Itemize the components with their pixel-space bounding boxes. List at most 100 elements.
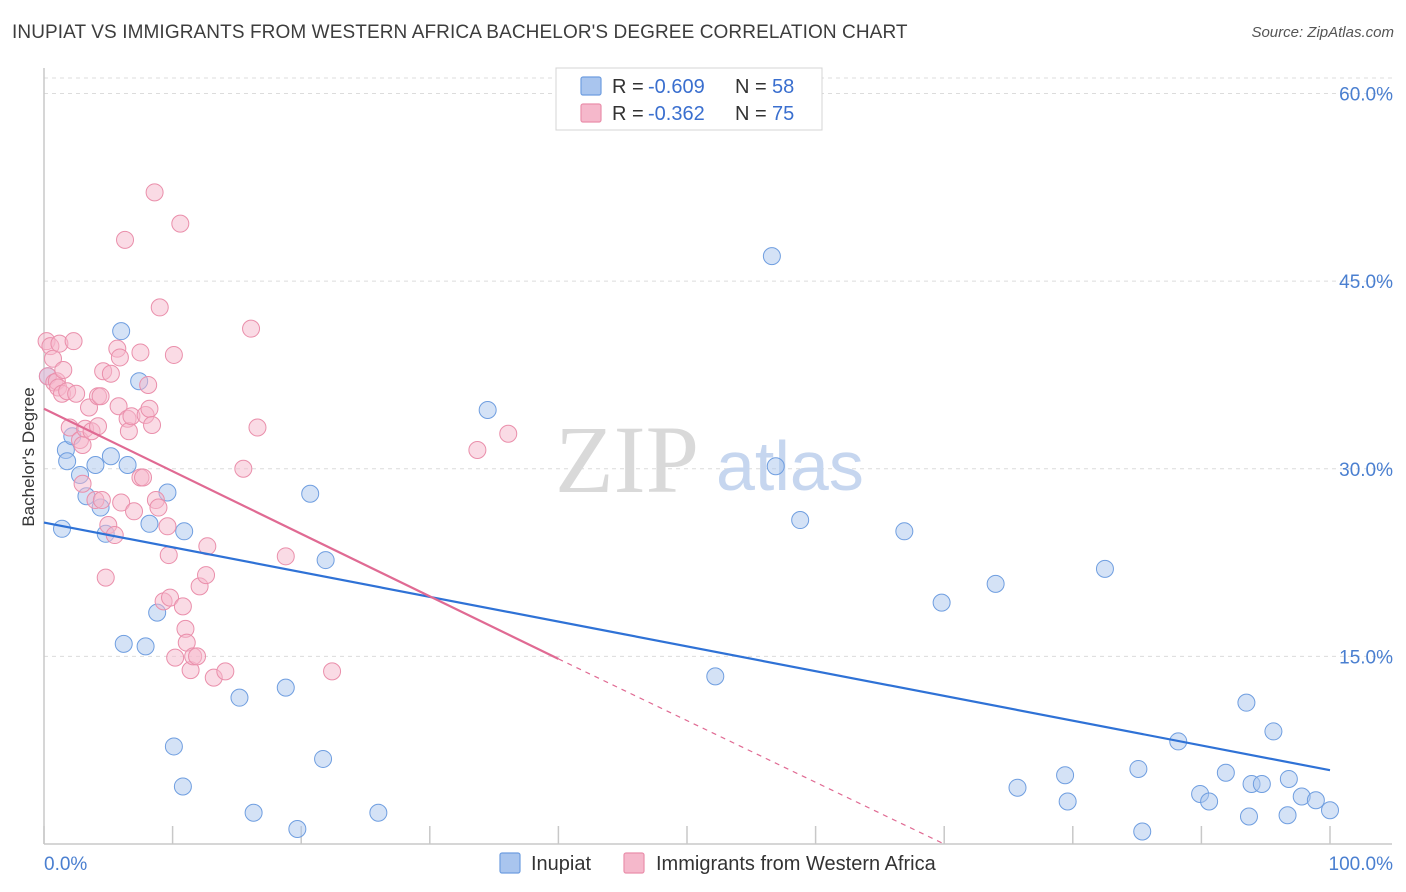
point-western-africa bbox=[188, 647, 207, 666]
point-western-africa bbox=[73, 474, 92, 493]
trend-line-western-africa-extension bbox=[558, 658, 945, 845]
data-points bbox=[37, 183, 1339, 841]
legend-n-label-western-africa: N = bbox=[735, 103, 767, 125]
point-western-africa bbox=[134, 468, 153, 487]
point-inupiat bbox=[114, 634, 133, 653]
point-western-africa bbox=[323, 662, 342, 681]
legend-bottom-label-inupiat: Inupiat bbox=[531, 853, 591, 875]
legend-bottom-label-western-africa: Immigrants from Western Africa bbox=[656, 853, 937, 875]
point-western-africa bbox=[64, 332, 83, 351]
point-western-africa bbox=[110, 348, 129, 367]
chart-title: INUPIAT VS IMMIGRANTS FROM WESTERN AFRIC… bbox=[12, 22, 908, 43]
point-western-africa bbox=[248, 418, 267, 437]
y-tick-label: 30.0% bbox=[1339, 460, 1393, 481]
legend-top: R = -0.609 N = 58 R = -0.362 N = 75 bbox=[555, 67, 823, 131]
legend-swatch-inupiat bbox=[580, 76, 602, 96]
y-tick-label: 60.0% bbox=[1339, 85, 1393, 106]
point-western-africa bbox=[499, 424, 518, 443]
point-western-africa bbox=[44, 349, 63, 368]
point-western-africa bbox=[159, 546, 178, 565]
point-inupiat bbox=[766, 457, 785, 476]
x-tick-label-max: 100.0% bbox=[1329, 854, 1394, 875]
point-inupiat bbox=[53, 519, 72, 538]
point-inupiat bbox=[230, 688, 249, 707]
point-inupiat bbox=[1264, 722, 1283, 741]
point-inupiat bbox=[58, 452, 77, 471]
legend-n-value-western-africa: 75 bbox=[772, 103, 794, 125]
point-inupiat bbox=[1129, 759, 1148, 778]
point-western-africa bbox=[109, 397, 128, 416]
legend-r-value-western-africa: -0.362 bbox=[648, 103, 705, 125]
point-western-africa bbox=[276, 547, 295, 566]
legend-bottom-swatch-western-africa bbox=[623, 852, 645, 874]
point-western-africa bbox=[139, 375, 158, 394]
point-inupiat bbox=[1239, 807, 1258, 826]
point-inupiat bbox=[314, 749, 333, 768]
point-inupiat bbox=[301, 484, 320, 503]
point-inupiat bbox=[140, 514, 159, 533]
point-western-africa bbox=[125, 502, 144, 521]
point-western-africa bbox=[161, 588, 180, 607]
point-inupiat bbox=[276, 678, 295, 697]
point-inupiat bbox=[706, 667, 725, 686]
point-western-africa bbox=[197, 566, 216, 585]
point-inupiat bbox=[791, 511, 810, 530]
watermark-atlas: atlas bbox=[716, 427, 864, 505]
point-western-africa bbox=[149, 498, 168, 517]
trend-line-inupiat bbox=[43, 521, 1331, 772]
y-tick-label: 15.0% bbox=[1339, 647, 1393, 668]
point-inupiat bbox=[1237, 693, 1256, 712]
point-western-africa bbox=[468, 441, 487, 459]
grid-lines bbox=[44, 77, 1392, 657]
legend-n-label-inupiat: N = bbox=[735, 76, 767, 98]
point-western-africa bbox=[242, 319, 261, 338]
point-western-africa bbox=[92, 491, 111, 510]
point-inupiat bbox=[1216, 763, 1235, 782]
y-tick-label: 45.0% bbox=[1339, 272, 1393, 293]
point-inupiat bbox=[136, 637, 155, 656]
y-tick-labels: 15.0% 30.0% 45.0% 60.0% bbox=[1339, 85, 1393, 669]
point-western-africa bbox=[150, 298, 169, 317]
point-inupiat bbox=[118, 456, 137, 475]
point-western-africa bbox=[171, 214, 190, 233]
legend-n-value-inupiat: 58 bbox=[772, 76, 794, 98]
point-inupiat bbox=[1200, 792, 1219, 811]
point-inupiat bbox=[1058, 792, 1077, 811]
trend-lines bbox=[43, 407, 1331, 845]
point-inupiat bbox=[244, 803, 263, 822]
point-inupiat bbox=[173, 777, 192, 796]
point-inupiat bbox=[1133, 822, 1152, 841]
point-inupiat bbox=[288, 819, 307, 838]
point-inupiat bbox=[895, 522, 914, 541]
point-inupiat bbox=[86, 456, 105, 475]
point-western-africa bbox=[67, 384, 86, 403]
point-inupiat bbox=[1008, 778, 1027, 797]
point-inupiat bbox=[932, 593, 951, 612]
point-inupiat bbox=[1279, 769, 1298, 788]
point-inupiat bbox=[175, 522, 194, 541]
point-inupiat bbox=[1321, 801, 1339, 820]
point-western-africa bbox=[216, 662, 235, 681]
point-western-africa bbox=[166, 648, 185, 667]
point-western-africa bbox=[145, 183, 164, 202]
legend-swatch-western-africa bbox=[580, 103, 602, 123]
point-inupiat bbox=[1306, 791, 1325, 810]
legend-bottom: Inupiat Immigrants from Western Africa bbox=[499, 852, 937, 875]
point-western-africa bbox=[54, 360, 73, 379]
point-western-africa bbox=[101, 364, 120, 383]
point-western-africa bbox=[119, 422, 138, 441]
point-western-africa bbox=[173, 597, 192, 616]
point-inupiat bbox=[762, 247, 781, 266]
point-inupiat bbox=[478, 400, 497, 419]
legend-r-label-inupiat: R = bbox=[612, 76, 644, 98]
legend-r-value-inupiat: -0.609 bbox=[648, 76, 705, 98]
point-western-africa bbox=[112, 493, 131, 512]
y-axis-label: Bachelor's Degree bbox=[19, 387, 38, 526]
watermark-zip: ZIP bbox=[555, 406, 699, 513]
x-tick-label-min: 0.0% bbox=[44, 854, 87, 875]
point-western-africa bbox=[96, 568, 115, 587]
point-inupiat bbox=[316, 551, 335, 570]
point-western-africa bbox=[234, 459, 253, 478]
source-label: Source: ZipAtlas.com bbox=[1251, 24, 1394, 41]
